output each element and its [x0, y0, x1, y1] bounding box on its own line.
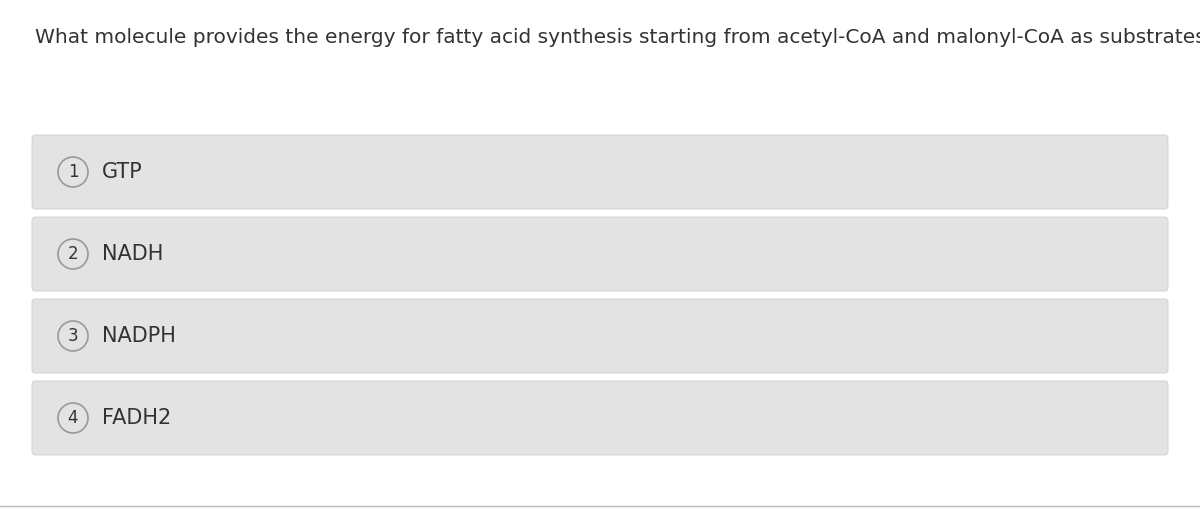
Text: 4: 4 [67, 409, 78, 427]
Text: NADH: NADH [102, 244, 163, 264]
Circle shape [58, 157, 88, 187]
FancyBboxPatch shape [32, 135, 1168, 209]
Text: 3: 3 [67, 327, 78, 345]
FancyBboxPatch shape [32, 299, 1168, 373]
Text: FADH2: FADH2 [102, 408, 172, 428]
Text: 2: 2 [67, 245, 78, 263]
Text: What molecule provides the energy for fatty acid synthesis starting from acetyl-: What molecule provides the energy for fa… [35, 28, 1200, 47]
Circle shape [58, 403, 88, 433]
Circle shape [58, 321, 88, 351]
FancyBboxPatch shape [32, 217, 1168, 291]
Text: 1: 1 [67, 163, 78, 181]
Circle shape [58, 239, 88, 269]
Text: NADPH: NADPH [102, 326, 176, 346]
FancyBboxPatch shape [32, 381, 1168, 455]
Text: GTP: GTP [102, 162, 143, 182]
